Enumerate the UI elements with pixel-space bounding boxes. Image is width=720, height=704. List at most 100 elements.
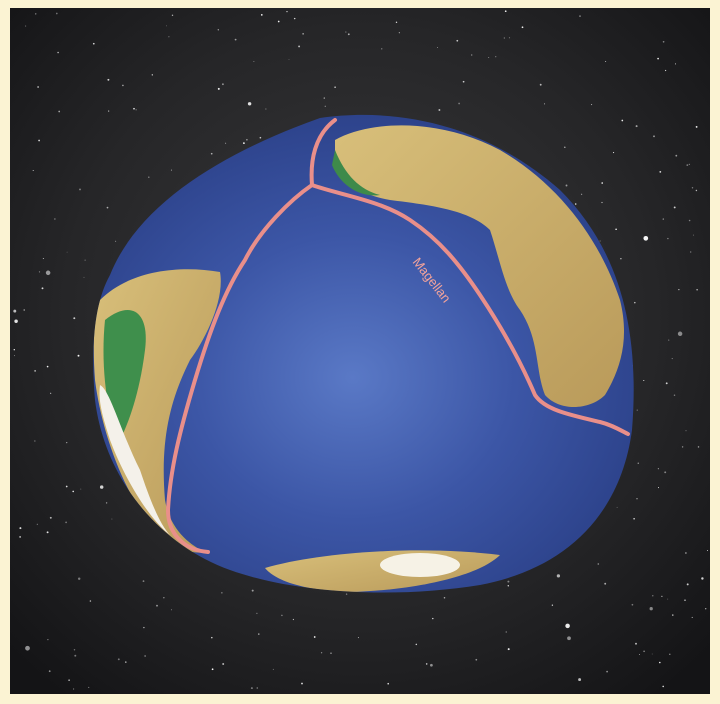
star [613,152,615,154]
star [345,593,348,595]
star [163,597,165,599]
star [256,687,258,689]
star [579,15,581,17]
star [142,580,145,582]
star [567,636,571,641]
africa-forest [332,150,380,196]
star [143,626,145,629]
star [37,86,39,88]
star [13,349,15,351]
star [105,502,108,504]
star [488,57,490,58]
star [686,583,689,586]
star [347,33,350,36]
star [357,637,359,639]
star [574,203,577,205]
star [281,614,283,617]
star [696,289,698,291]
star [323,97,325,99]
star [591,104,593,106]
star [156,604,158,607]
star [685,430,687,432]
star [298,45,301,48]
star [657,468,659,470]
star [65,521,67,524]
star [13,355,16,357]
star [49,516,52,519]
star [211,668,214,671]
star [221,592,223,594]
star [661,595,663,598]
star [664,471,667,474]
star [234,38,237,41]
star [258,633,260,635]
star [246,138,248,141]
star [79,188,81,191]
star [170,169,172,171]
star [678,289,680,291]
star [601,182,604,184]
star [505,631,507,633]
star [151,74,153,76]
star [636,498,638,500]
star [92,42,95,45]
star [313,636,316,638]
star [80,488,82,490]
star [217,87,220,90]
star [621,119,624,122]
star [697,446,700,448]
star [691,187,694,189]
andes [99,385,170,535]
star [458,102,460,105]
star [46,531,49,534]
star [68,679,70,681]
star [115,240,117,242]
star [662,685,665,688]
star [286,10,288,13]
star [657,57,659,60]
star [688,219,691,222]
star [665,382,668,385]
star [658,487,659,489]
star [25,645,30,651]
star [45,270,51,276]
star [345,31,347,33]
star [659,661,661,664]
star [148,176,150,178]
star [108,110,110,112]
star [415,643,418,646]
star [324,105,326,107]
star [19,536,21,538]
star [77,577,81,581]
star [695,189,698,192]
star [66,441,68,444]
star [551,604,554,606]
star [667,237,669,240]
star [221,83,224,86]
star [634,301,636,304]
star [508,37,511,39]
star [659,171,662,173]
star [653,135,655,138]
star [631,603,634,606]
star [84,259,86,261]
star [50,392,52,394]
star [556,574,561,578]
magellan-route [166,118,630,554]
star [77,354,80,357]
star [302,33,304,35]
star [521,26,524,29]
star [125,661,127,663]
star [47,638,49,641]
star [507,580,510,583]
star [662,40,665,43]
star [166,25,167,27]
star [217,29,219,31]
star [292,618,294,621]
star [259,136,262,139]
globe: Magellan [93,114,634,593]
star [615,228,617,231]
star [272,668,274,670]
south-america-forest [103,310,146,440]
star [667,598,669,600]
